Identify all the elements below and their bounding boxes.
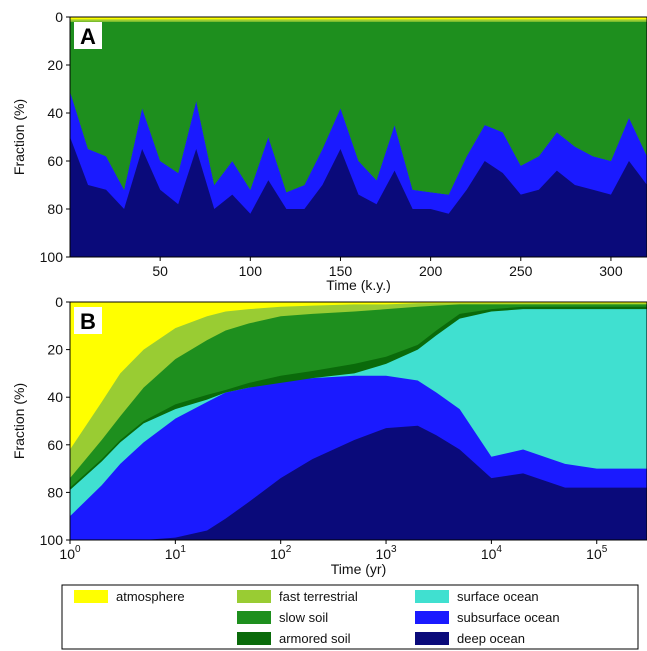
- legend-label-armored_soil: armored soil: [279, 631, 351, 646]
- x-axis-label: Time (k.y.): [326, 277, 391, 293]
- y-tick-label: 60: [47, 153, 63, 169]
- panel-letter-box: [74, 307, 102, 334]
- y-tick-label: 100: [40, 532, 64, 548]
- legend-label-slow_soil: slow soil: [279, 610, 328, 625]
- legend-swatch-fast_terrestrial: [237, 590, 271, 603]
- panel-a: 0 20 40 60 80 100 50 100 150 200 250 300 Time (k.y.)…: [11, 9, 647, 293]
- legend-label-fast_terrestrial: fast terrestrial: [279, 589, 358, 604]
- legend: atmosphere fast terrestrial surface ocean s…: [61, 584, 639, 650]
- legend-label-deep_ocean: deep ocean: [457, 631, 525, 646]
- y-tick-label: 40: [47, 389, 63, 405]
- x-tick-label: 101: [165, 544, 187, 562]
- area-atmosphere: [70, 302, 647, 450]
- legend-swatch-armored_soil: [237, 632, 271, 645]
- legend-swatch-subsurface_ocean: [415, 611, 449, 624]
- legend-swatch-atmosphere: [74, 590, 108, 603]
- x-tick-label: 150: [329, 263, 353, 279]
- plot-frame: [69, 16, 647, 258]
- legend-label-subsurface_ocean: subsurface ocean: [457, 610, 560, 625]
- x-tick-label: 300: [599, 263, 623, 279]
- x-tick-label: 100: [59, 544, 81, 562]
- y-tick-label: 0: [55, 9, 63, 25]
- x-tick-label: 104: [481, 544, 503, 562]
- y-tick-label: 80: [47, 201, 63, 217]
- panel-letter: A: [80, 24, 96, 49]
- area-slow_soil: [70, 302, 647, 488]
- legend-label-atmosphere: atmosphere: [116, 589, 185, 604]
- x-tick-label: 200: [419, 263, 443, 279]
- legend-box: [61, 584, 639, 650]
- x-tick-label: 102: [270, 544, 292, 562]
- y-tick-label: 80: [47, 484, 63, 500]
- x-tick-label: 250: [509, 263, 533, 279]
- panel-letter-box: [74, 22, 102, 49]
- plot-frame: [69, 301, 647, 541]
- y-tick-label: 100: [40, 249, 64, 265]
- area-atmosphere: [70, 17, 647, 20]
- y-tick-label: 0: [55, 294, 63, 310]
- x-tick-label: 100: [239, 263, 263, 279]
- y-tick-label: 20: [47, 342, 63, 358]
- x-axis-label: Time (yr): [331, 561, 386, 577]
- legend-swatch-deep_ocean: [415, 632, 449, 645]
- legend-swatch-surface_ocean: [415, 590, 449, 603]
- y-axis-label: Fraction (%): [11, 383, 27, 459]
- panel-letter: B: [80, 309, 96, 334]
- y-tick-label: 40: [47, 105, 63, 121]
- x-tick-label: 103: [375, 544, 397, 562]
- x-tick-label: 105: [586, 544, 608, 562]
- legend-swatch-slow_soil: [237, 611, 271, 624]
- y-tick-label: 20: [47, 57, 63, 73]
- legend-label-surface_ocean: surface ocean: [457, 589, 539, 604]
- x-tick-label: 50: [152, 263, 168, 279]
- y-tick-label: 60: [47, 437, 63, 453]
- y-axis-label: Fraction (%): [11, 99, 27, 175]
- area-slow_soil: [70, 17, 647, 195]
